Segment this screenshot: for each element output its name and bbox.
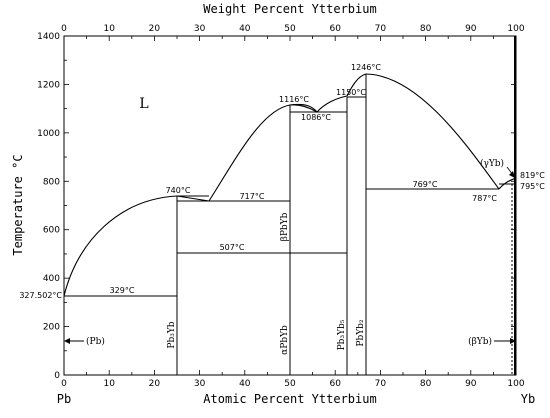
temp-label-1086: 1086°C [301, 113, 331, 122]
top-tick-label: 20 [149, 24, 161, 34]
y-tick-label: 800 [43, 177, 60, 187]
temp-label-769: 769°C [413, 180, 438, 189]
temp-label-795: 795°C [520, 182, 545, 191]
left-element-label: Pb [57, 392, 71, 406]
phase-label-pb: (Pb) [86, 336, 105, 347]
top-tick-label: 30 [194, 24, 206, 34]
bottom-tick-label: 60 [329, 379, 341, 389]
liquid-label: L [139, 96, 148, 112]
bottom-tick-label: 20 [149, 379, 161, 389]
bottom-tick-label: 50 [284, 379, 296, 389]
temp-label-1150: 1150°C [336, 88, 366, 97]
top-tick-label: 0 [61, 24, 67, 34]
phase-label-gamma-yb: (γYb) [480, 158, 504, 169]
phase-label-alpha-pbyb: αPbYb [280, 325, 290, 355]
temp-label-740: 740°C [166, 186, 191, 195]
top-tick-label: 80 [420, 24, 432, 34]
liquidus-pbyb2-to-yb [365, 73, 500, 190]
y-tick-label: 600 [43, 226, 60, 236]
phase-label-beta-yb: (βYb) [468, 336, 492, 347]
bottom-axis-title: Atomic Percent Ytterbium [203, 392, 376, 406]
temp-label-819: 819°C [520, 171, 545, 180]
bottom-tick-label: 100 [507, 379, 524, 389]
y-tick-label: 200 [43, 323, 60, 333]
bottom-tick-label: 90 [465, 379, 477, 389]
y-tick-label: 1200 [37, 80, 60, 90]
liquidus-pb-to-pb3yb [63, 195, 210, 297]
bottom-tick-label: 80 [420, 379, 432, 389]
top-tick-label: 40 [239, 24, 251, 34]
phase-label-pb3yb5: Pb₃Yb₅ [337, 319, 347, 350]
top-tick-label: 50 [284, 24, 296, 34]
temp-label-329: 329°C [110, 286, 135, 295]
y-tick-label: 1400 [37, 32, 60, 42]
temp-label-787: 787°C [472, 194, 497, 203]
top-axis-title: Weight Percent Ytterbium [203, 2, 376, 16]
phase-label-pb3yb: Pb₃Yb [167, 321, 177, 348]
liquidus-to-pbyb [208, 104, 318, 202]
phase-label-beta-pbyb: βPbYb [280, 212, 290, 241]
top-tick-label: 10 [103, 24, 115, 34]
bottom-tick-label: 0 [61, 379, 67, 389]
phase-label-pbyb2: PbYb₂ [356, 319, 366, 347]
y-tick-label: 1000 [37, 129, 60, 139]
bottom-tick-label: 10 [103, 379, 115, 389]
temp-label-717: 717°C [240, 192, 265, 201]
y-tick-label: 0 [54, 371, 60, 381]
pb-arrow-icon [64, 338, 84, 344]
y-axis-title: Temperature °C [11, 154, 25, 255]
top-tick-label: 70 [375, 24, 387, 34]
bottom-axis-ticks: 0 10 20 30 40 50 60 70 80 90 100 [61, 370, 525, 389]
right-element-label: Yb [521, 392, 535, 406]
gamma-yb-arrow-icon [506, 166, 515, 178]
top-tick-label: 60 [329, 24, 341, 34]
y-tick-label: 400 [43, 274, 60, 284]
temp-label-1116: 1116°C [279, 95, 309, 104]
temp-label-327: 327.502°C [19, 291, 62, 300]
y-axis-ticks: 0 200 400 600 800 1000 1200 1400 [37, 32, 516, 381]
top-tick-label: 100 [507, 24, 524, 34]
bottom-tick-label: 40 [239, 379, 251, 389]
top-tick-label: 90 [465, 24, 477, 34]
temp-label-507: 507°C [220, 243, 245, 252]
temp-label-1246: 1246°C [351, 63, 381, 72]
yb-arrow-icon [494, 338, 516, 344]
bottom-tick-label: 70 [375, 379, 387, 389]
top-axis-ticks: 0 10 20 30 40 50 60 70 80 90 100 [61, 24, 525, 41]
liquidus-pb3yb5-to-pbyb2 [346, 73, 367, 97]
bottom-tick-label: 30 [194, 379, 206, 389]
